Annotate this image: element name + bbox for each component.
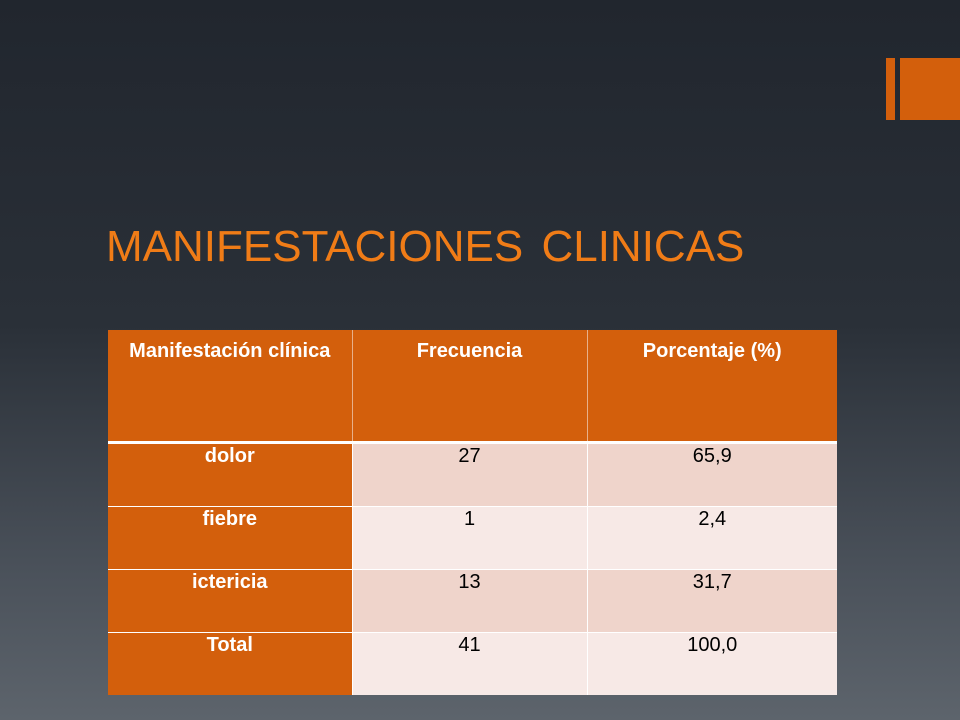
- table-row: fiebre 1 2,4: [108, 506, 837, 570]
- header-manifestacion: Manifestación clínica: [108, 330, 353, 443]
- cell-frecuencia: 1: [352, 506, 588, 570]
- table-row: Total 41 100,0: [108, 632, 837, 695]
- table-row: ictericia 13 31,7: [108, 569, 837, 633]
- table-header-row: Manifestación clínica Frecuencia Porcent…: [108, 330, 837, 443]
- cell-porcentaje: 100,0: [587, 632, 837, 695]
- row-label: dolor: [108, 442, 353, 507]
- cell-frecuencia: 27: [352, 442, 588, 507]
- cell-frecuencia: 13: [352, 569, 588, 633]
- accent-bar: [886, 58, 895, 120]
- cell-frecuencia: 41: [352, 632, 588, 695]
- row-label: Total: [108, 632, 353, 695]
- cell-porcentaje: 65,9: [587, 442, 837, 507]
- cell-porcentaje: 31,7: [587, 569, 837, 633]
- row-label: ictericia: [108, 569, 353, 633]
- table-row: dolor 27 65,9: [108, 442, 837, 507]
- row-label: fiebre: [108, 506, 353, 570]
- header-porcentaje: Porcentaje (%): [587, 330, 837, 443]
- header-frecuencia: Frecuencia: [352, 330, 588, 443]
- accent-block: [900, 58, 960, 120]
- data-table: Manifestación clínica Frecuencia Porcent…: [108, 330, 837, 695]
- cell-porcentaje: 2,4: [587, 506, 837, 570]
- slide-title: MANIFESTACIONES CLINICAS: [106, 222, 745, 271]
